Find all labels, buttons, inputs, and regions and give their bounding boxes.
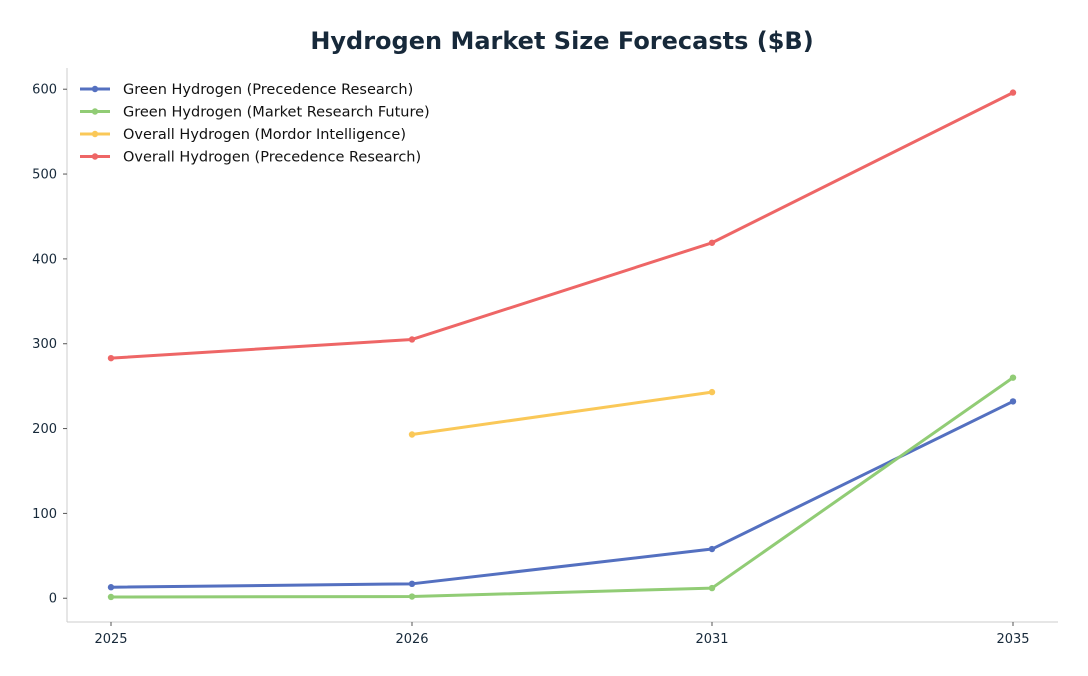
legend-label: Overall Hydrogen (Mordor Intelligence) — [123, 127, 406, 143]
legend-label: Green Hydrogen (Market Research Future) — [123, 105, 430, 121]
data-point — [408, 580, 416, 588]
series-line — [109, 399, 1015, 589]
data-point — [408, 593, 416, 600]
data-point — [1009, 374, 1017, 381]
series-2 — [107, 374, 1017, 601]
y-tick-label: 200 — [32, 422, 57, 437]
y-tick-label: 100 — [32, 507, 57, 522]
data-point — [708, 545, 716, 553]
data-point — [107, 354, 115, 362]
y-tick-label: 300 — [32, 337, 57, 352]
x-tick-label: 2035 — [996, 632, 1029, 647]
data-point — [107, 584, 115, 591]
y-tick-label: 0 — [49, 592, 57, 607]
legend-item: Green Hydrogen (Market Research Future) — [80, 105, 430, 121]
y-tick-label: 600 — [32, 83, 57, 98]
series-4 — [107, 89, 1017, 362]
series-layer — [107, 89, 1017, 601]
x-tick-label: 2025 — [94, 632, 127, 647]
x-tick-label: 2026 — [395, 632, 428, 647]
data-point — [1009, 89, 1017, 96]
x-tick-label: 2031 — [695, 632, 728, 647]
legend-label: Green Hydrogen (Precedence Research) — [123, 82, 413, 98]
chart-title: Hydrogen Market Size Forecasts ($B) — [310, 27, 813, 55]
data-point — [708, 584, 716, 592]
legend-item: Overall Hydrogen (Mordor Intelligence) — [80, 127, 406, 143]
series-line — [109, 376, 1015, 599]
y-tick-label: 500 — [32, 168, 57, 183]
legend-item: Green Hydrogen (Precedence Research) — [80, 82, 413, 98]
legend-swatch-marker — [91, 130, 99, 138]
series-1 — [107, 398, 1017, 591]
legend: Green Hydrogen (Precedence Research) Gree… — [80, 82, 430, 166]
legend-swatch-marker — [91, 153, 99, 160]
legend-item: Overall Hydrogen (Precedence Research) — [80, 150, 421, 166]
series-line — [410, 390, 714, 437]
data-point — [708, 239, 716, 246]
legend-swatch-marker — [91, 108, 99, 115]
data-point — [408, 431, 416, 438]
data-point — [107, 593, 115, 601]
data-point — [708, 388, 716, 396]
legend-swatch-marker — [91, 85, 99, 93]
legend-label: Overall Hydrogen (Precedence Research) — [123, 150, 421, 166]
y-tick-label: 400 — [32, 252, 57, 267]
data-point — [408, 336, 416, 343]
axes: 0 100 200 300 400 500 600 2025 2026 2031 2035 — [32, 68, 1058, 647]
data-point — [1009, 398, 1017, 405]
series-3 — [408, 388, 716, 438]
series-line — [109, 91, 1015, 360]
